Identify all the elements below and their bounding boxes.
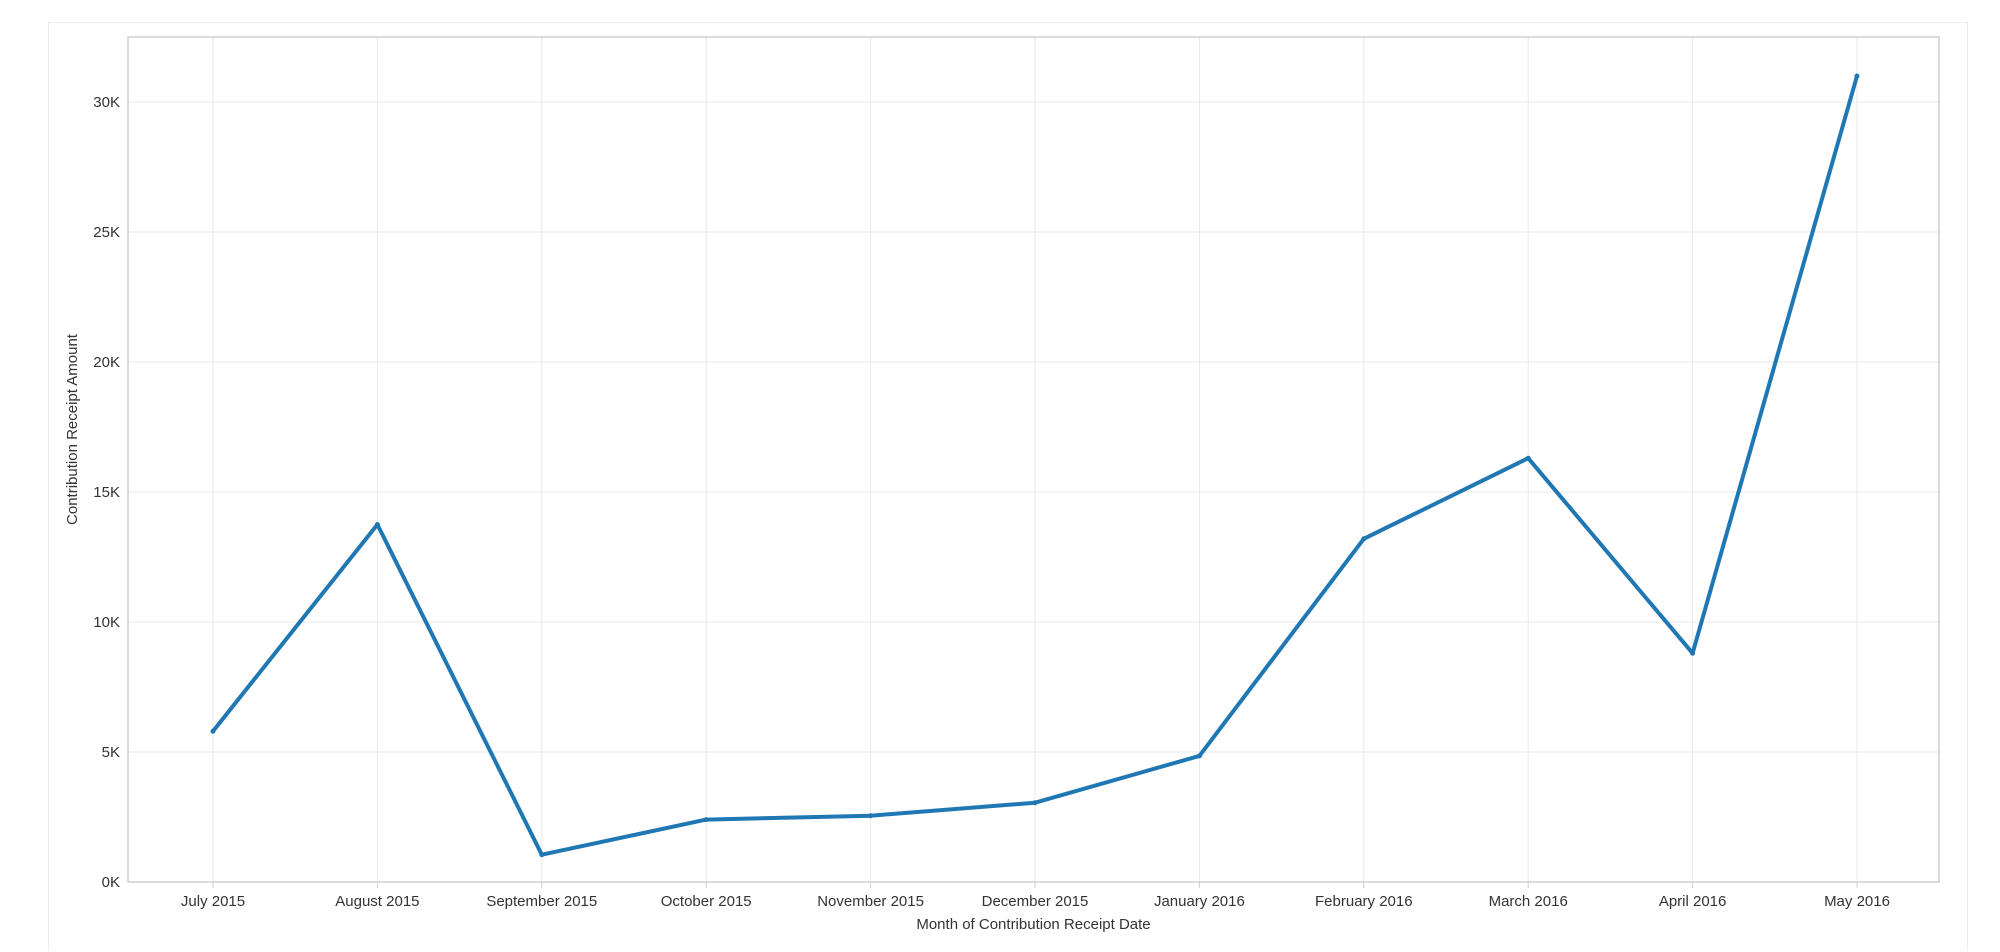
series: [210, 73, 1860, 858]
x-tick-label: July 2015: [181, 893, 245, 910]
x-tick-label: January 2016: [1154, 893, 1245, 910]
x-tick-label: February 2016: [1315, 893, 1413, 910]
data-point: [1361, 536, 1367, 542]
x-tick-label: August 2015: [335, 893, 419, 910]
x-tick-label: October 2015: [661, 893, 752, 910]
y-tick-label: 15K: [93, 484, 120, 501]
data-point: [868, 813, 874, 819]
data-point: [210, 728, 216, 734]
data-point: [1032, 800, 1038, 806]
y-tick-label: 5K: [102, 744, 120, 761]
line-chart: 0K 5K 10K 15K 20K 25K 30K July 2015 August 2015…: [64, 36, 1940, 933]
x-axis: July 2015 August 2015 September 2015 Octobe…: [181, 882, 1890, 910]
x-tick-label: December 2015: [982, 893, 1089, 910]
grid: [128, 37, 1939, 882]
y-tick-label: 25K: [93, 224, 120, 241]
x-tick-label: September 2015: [486, 893, 597, 910]
data-point: [1525, 455, 1531, 461]
y-tick-label: 0K: [102, 874, 120, 891]
data-point: [374, 522, 380, 527]
data-point: [1690, 650, 1696, 656]
x-tick-label: November 2015: [817, 893, 924, 910]
data-point: [539, 852, 545, 858]
y-axis: 0K 5K 10K 15K 20K 25K 30K: [93, 94, 120, 891]
data-point: [1196, 753, 1202, 759]
y-axis-title: Contribution Receipt Amount: [64, 333, 81, 525]
y-tick-label: 20K: [93, 354, 120, 371]
y-tick-label: 30K: [93, 94, 120, 111]
plot-area: [127, 36, 1940, 883]
chart-panel: 0K 5K 10K 15K 20K 25K 30K July 2015 August 2015…: [48, 22, 1968, 951]
x-tick-label: April 2016: [1659, 893, 1727, 910]
y-tick-label: 10K: [93, 614, 120, 631]
x-tick-label: May 2016: [1824, 893, 1890, 910]
data-point: [1854, 73, 1860, 79]
data-point: [703, 817, 709, 823]
x-tick-label: March 2016: [1489, 893, 1568, 910]
x-axis-title: Month of Contribution Receipt Date: [916, 916, 1150, 933]
